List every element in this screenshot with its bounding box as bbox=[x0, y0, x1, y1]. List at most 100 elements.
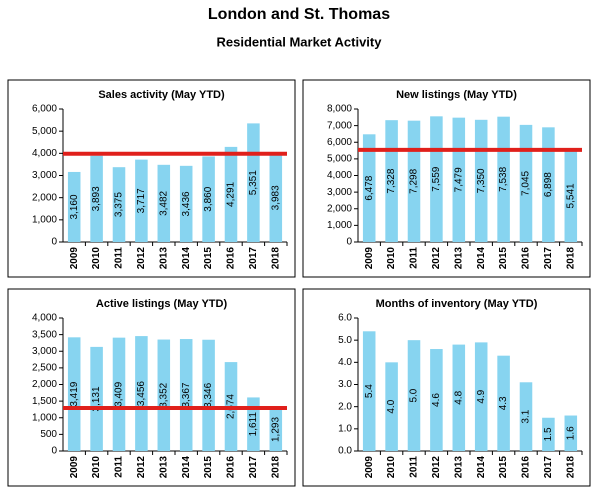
bar bbox=[157, 164, 171, 242]
x-tick-label: 2012 bbox=[431, 456, 442, 479]
bar bbox=[112, 337, 126, 451]
bar bbox=[67, 171, 81, 242]
value-label: 1,293 bbox=[270, 417, 281, 442]
bar bbox=[362, 331, 376, 451]
y-tick-label: 3,000 bbox=[327, 187, 352, 198]
y-tick-label: 2,500 bbox=[32, 363, 57, 374]
bar bbox=[157, 339, 171, 451]
bar bbox=[90, 155, 103, 242]
x-tick-label: 2013 bbox=[453, 247, 464, 270]
x-tick-label: 2015 bbox=[498, 247, 509, 270]
x-tick-label: 2015 bbox=[203, 247, 214, 270]
x-tick-label: 2009 bbox=[69, 247, 80, 270]
bar bbox=[90, 346, 103, 451]
x-tick-label: 2011 bbox=[409, 456, 420, 478]
bar bbox=[452, 344, 466, 451]
value-label: 3,409 bbox=[114, 381, 125, 406]
x-tick-label: 2014 bbox=[181, 456, 192, 479]
x-tick-label: 2011 bbox=[114, 247, 125, 269]
bar bbox=[269, 408, 283, 451]
y-tick-label: 0.0 bbox=[338, 446, 352, 457]
chart-title: Sales activity (May YTD) bbox=[98, 89, 225, 101]
value-label: 7,045 bbox=[521, 170, 532, 195]
y-tick-label: 1.0 bbox=[338, 423, 352, 434]
value-label: 5.0 bbox=[409, 388, 420, 402]
value-label: 4,291 bbox=[226, 181, 237, 206]
x-tick-label: 2014 bbox=[476, 456, 487, 479]
chart-title: Months of inventory (May YTD) bbox=[376, 298, 538, 310]
value-label: 4.3 bbox=[498, 396, 509, 410]
x-tick-label: 2017 bbox=[248, 456, 259, 479]
bar bbox=[135, 336, 148, 451]
x-tick-label: 2014 bbox=[476, 247, 487, 270]
chart-title: Active listings (May YTD) bbox=[96, 298, 228, 310]
x-tick-label: 2012 bbox=[431, 247, 442, 270]
value-label: 3,367 bbox=[181, 382, 192, 407]
value-label: 1,611 bbox=[248, 412, 259, 437]
bar bbox=[407, 340, 421, 451]
page-title: London and St. Thomas bbox=[208, 6, 390, 23]
bar bbox=[179, 165, 193, 242]
y-tick-label: 6,000 bbox=[32, 104, 57, 115]
y-tick-label: 2,000 bbox=[327, 203, 352, 214]
y-tick-label: 6,000 bbox=[327, 137, 352, 148]
y-tick-label: 2,000 bbox=[32, 192, 57, 203]
bar bbox=[519, 382, 533, 451]
x-tick-label: 2016 bbox=[226, 247, 237, 270]
panel-frame bbox=[7, 288, 296, 487]
bar bbox=[247, 397, 260, 451]
x-tick-label: 2013 bbox=[453, 456, 464, 479]
x-tick-label: 2010 bbox=[91, 456, 102, 479]
bar bbox=[430, 349, 443, 451]
x-tick-label: 2015 bbox=[498, 456, 509, 479]
bar bbox=[385, 362, 398, 451]
bar bbox=[269, 153, 283, 242]
y-tick-label: 1,000 bbox=[32, 214, 57, 225]
x-tick-label: 2017 bbox=[248, 247, 259, 270]
page-subtitle: Residential Market Activity bbox=[217, 34, 383, 49]
value-label: 3,717 bbox=[136, 188, 147, 213]
x-tick-label: 2015 bbox=[203, 456, 214, 479]
value-label: 7,328 bbox=[386, 168, 397, 193]
x-tick-label: 2011 bbox=[409, 247, 420, 269]
y-tick-label: 1,000 bbox=[32, 412, 57, 423]
x-tick-label: 2018 bbox=[270, 247, 281, 270]
chart-title: New listings (May YTD) bbox=[396, 89, 517, 101]
value-label: 3.1 bbox=[521, 409, 532, 423]
x-tick-label: 2013 bbox=[158, 456, 169, 479]
panel-frame bbox=[7, 79, 296, 278]
value-label: 1.6 bbox=[565, 426, 576, 440]
value-label: 3,131 bbox=[91, 386, 102, 411]
panel-frame bbox=[302, 79, 591, 278]
y-tick-label: 1,000 bbox=[327, 220, 352, 231]
value-label: 1.5 bbox=[543, 427, 554, 441]
value-label: 3,860 bbox=[203, 186, 214, 211]
y-tick-label: 3,000 bbox=[32, 346, 57, 357]
x-tick-label: 2018 bbox=[565, 456, 576, 479]
y-tick-label: 0 bbox=[346, 237, 352, 248]
value-label: 3,983 bbox=[270, 185, 281, 210]
bar bbox=[474, 342, 488, 451]
bar bbox=[362, 134, 376, 242]
value-label: 3,346 bbox=[203, 382, 214, 407]
value-label: 3,375 bbox=[114, 192, 125, 217]
value-label: 5,351 bbox=[248, 170, 259, 195]
x-tick-label: 2011 bbox=[114, 456, 125, 478]
value-label: 4.6 bbox=[431, 393, 442, 407]
value-label: 7,479 bbox=[453, 167, 464, 192]
value-label: 3,482 bbox=[158, 190, 169, 215]
bar bbox=[564, 149, 578, 242]
value-label: 3,419 bbox=[69, 381, 80, 406]
bar bbox=[135, 159, 148, 242]
y-tick-label: 8,000 bbox=[327, 104, 352, 115]
bar bbox=[67, 337, 81, 451]
bar bbox=[202, 156, 215, 242]
x-tick-label: 2017 bbox=[543, 456, 554, 479]
y-tick-label: 3,000 bbox=[32, 170, 57, 181]
bar bbox=[542, 127, 555, 242]
value-label: 3,893 bbox=[91, 186, 102, 211]
value-label: 3,456 bbox=[136, 381, 147, 406]
y-tick-label: 4,000 bbox=[32, 148, 57, 159]
y-tick-label: 3,500 bbox=[32, 329, 57, 340]
